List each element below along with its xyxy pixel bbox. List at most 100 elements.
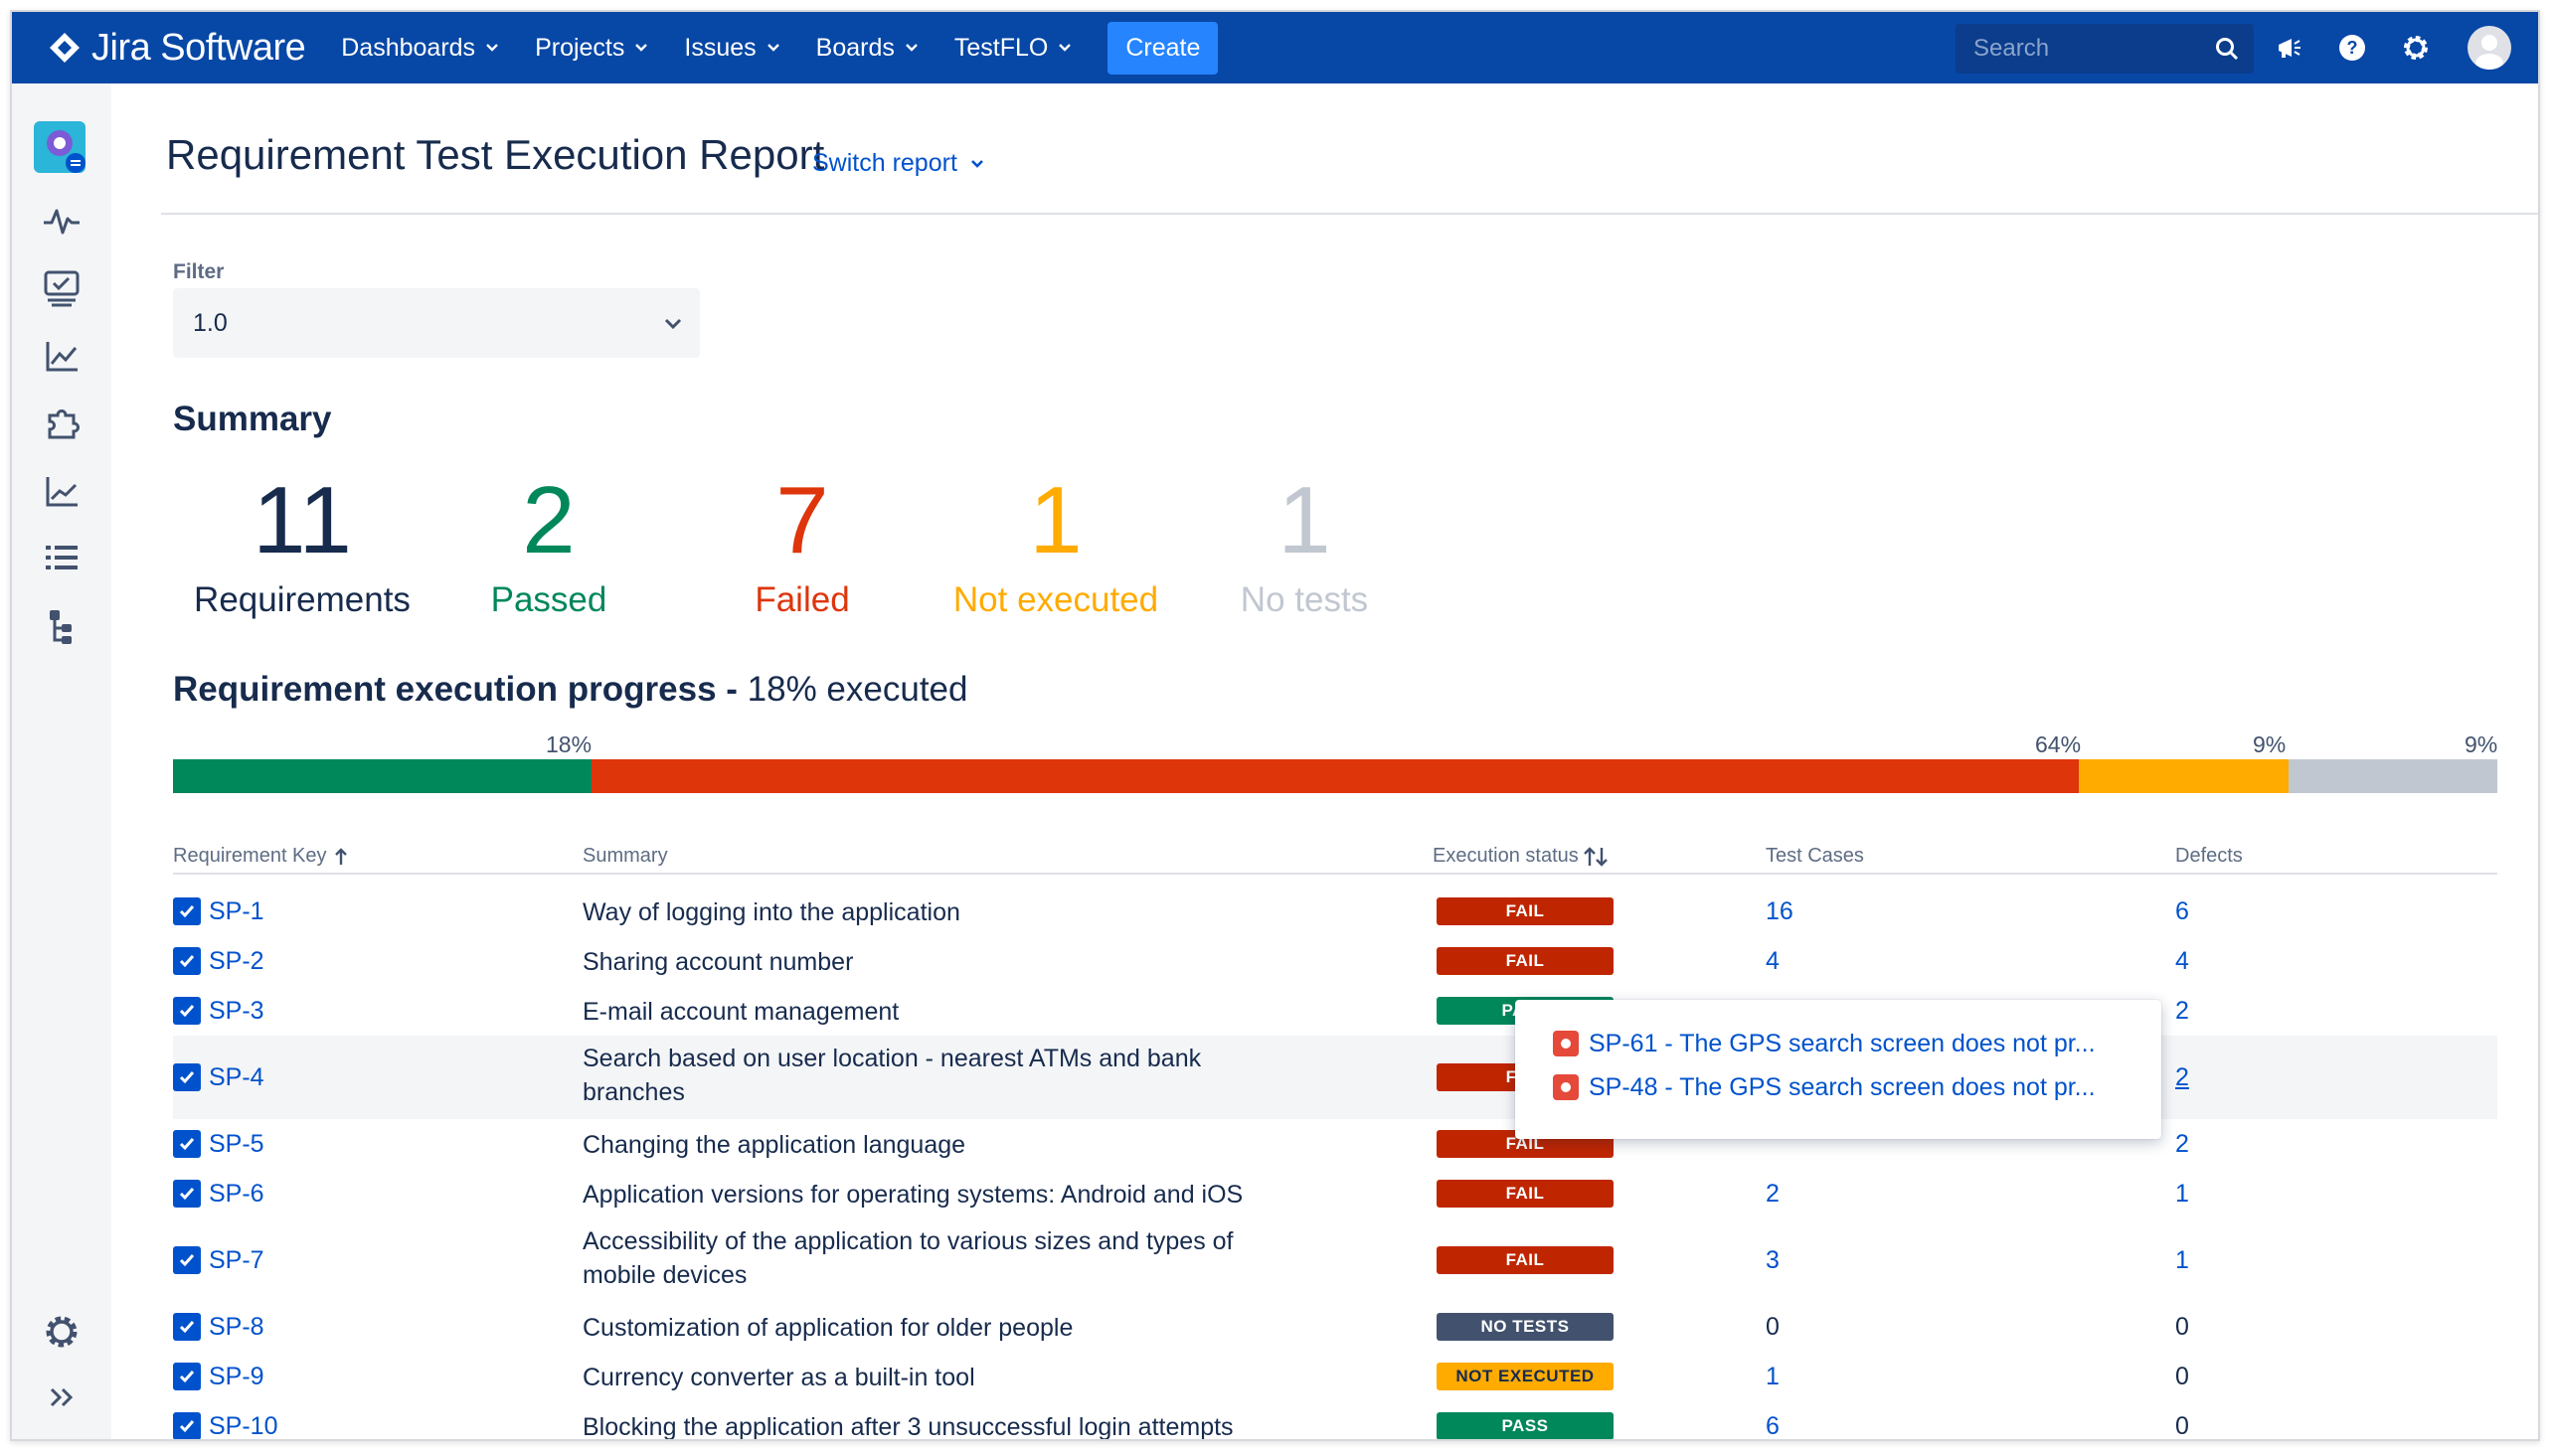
header-test-cases[interactable]: Test Cases [1766, 845, 1864, 867]
stat-passed-value: 2 [522, 467, 576, 573]
table-row[interactable]: SP-9 Currency converter as a built-in too… [173, 1352, 2497, 1401]
expand-sidebar-icon[interactable] [40, 1375, 84, 1419]
progress-title-text: Requirement execution progress [173, 670, 717, 709]
test-cases-count: 0 [1766, 1312, 1780, 1341]
checkbox-icon[interactable] [173, 947, 201, 975]
table-row[interactable]: SP-2 Sharing account number FAIL 4 4 [173, 936, 2497, 986]
user-avatar[interactable] [2468, 26, 2511, 70]
progress-segment [2079, 759, 2289, 793]
settings-gear-icon[interactable] [2400, 32, 2432, 64]
header-summary[interactable]: Summary [583, 845, 668, 867]
puzzle-addon-icon[interactable] [40, 402, 84, 445]
test-cases-count[interactable]: 16 [1766, 896, 1793, 925]
nav-testflo[interactable]: TestFLO [954, 34, 1072, 63]
table-row[interactable]: SP-6 Application versions for operating s… [173, 1169, 2497, 1218]
header-execution-status[interactable]: Execution status [1433, 845, 1609, 868]
defects-count[interactable]: 1 [2175, 1179, 2189, 1208]
svg-text:?: ? [2347, 38, 2358, 58]
requirement-key-link[interactable]: SP-6 [209, 1179, 264, 1208]
create-button[interactable]: Create [1107, 21, 1219, 75]
status-badge: FAIL [1437, 897, 1614, 925]
requirement-key-link[interactable]: SP-2 [209, 946, 264, 975]
requirement-key-link[interactable]: SP-5 [209, 1129, 264, 1158]
summary-text-continued: mobile devices [583, 1261, 748, 1289]
trend-chart-icon[interactable] [40, 469, 84, 513]
checkbox-icon[interactable] [173, 1130, 201, 1158]
bug-icon [1553, 1031, 1579, 1056]
progress-failed-pct: 64% [2035, 731, 2082, 757]
megaphone-icon[interactable] [2274, 32, 2305, 64]
defects-count[interactable]: 1 [2175, 1245, 2189, 1274]
header-defects[interactable]: Defects [2175, 845, 2243, 867]
header-requirement-key[interactable]: Requirement Key [173, 845, 349, 868]
jira-logo[interactable]: Jira Software [48, 27, 306, 70]
test-cases-count[interactable]: 4 [1766, 946, 1780, 975]
test-cases-count[interactable]: 3 [1766, 1245, 1780, 1274]
checkbox-icon[interactable] [173, 897, 201, 925]
table-row[interactable]: SP-8 Customization of application for old… [173, 1302, 2497, 1352]
stat-not-executed-value: 1 [1029, 467, 1083, 573]
status-cell: PASS [1437, 1412, 1614, 1439]
defects-count[interactable]: 6 [2175, 896, 2189, 925]
chevron-down-icon [635, 44, 648, 52]
activity-pulse-icon[interactable] [40, 199, 84, 243]
stat-failed-value: 7 [775, 467, 829, 573]
requirement-key-link[interactable]: SP-7 [209, 1245, 264, 1274]
requirement-key-link[interactable]: SP-9 [209, 1362, 264, 1390]
defects-count[interactable]: 2 [2175, 1062, 2189, 1091]
requirement-key-link[interactable]: SP-10 [209, 1411, 278, 1440]
summary-text: Currency converter as a built-in tool [583, 1364, 975, 1391]
nav-projects-label: Projects [535, 33, 625, 62]
requirement-key-link[interactable]: SP-1 [209, 896, 264, 925]
reports-chart-icon[interactable] [40, 334, 84, 378]
checkbox-icon[interactable] [173, 1063, 201, 1091]
requirement-key-link[interactable]: SP-4 [209, 1062, 264, 1091]
hierarchy-tree-icon[interactable] [40, 604, 84, 648]
requirement-key-cell: SP-3 [173, 995, 264, 1027]
defect-link[interactable]: SP-61 - The GPS search screen does not p… [1553, 1022, 2161, 1065]
defects-count[interactable]: 4 [2175, 946, 2189, 975]
requirement-key-link[interactable]: SP-3 [209, 996, 264, 1025]
nav-boards[interactable]: Boards [816, 34, 919, 63]
requirement-key-cell: SP-2 [173, 945, 264, 977]
switch-report-button[interactable]: Switch report [812, 149, 985, 178]
stat-requirements-value: 11 [253, 467, 352, 573]
defect-link[interactable]: SP-48 - The GPS search screen does not p… [1553, 1065, 2161, 1109]
checkbox-icon[interactable] [173, 997, 201, 1025]
table-row[interactable]: SP-10 Blocking the application after 3 un… [173, 1401, 2497, 1441]
requirement-key-cell: SP-10 [173, 1410, 278, 1440]
checkbox-icon[interactable] [173, 1313, 201, 1341]
table-row[interactable]: SP-1 Way of logging into the application F… [173, 887, 2497, 936]
search-input[interactable]: Search [1956, 24, 2254, 74]
defects-count[interactable]: 2 [2175, 996, 2189, 1025]
table-row[interactable]: SP-7 Accessibility of the application to … [173, 1218, 2497, 1302]
summary-text: Blocking the application after 3 unsucce… [583, 1413, 1234, 1441]
requirement-key-cell: SP-6 [173, 1178, 264, 1210]
nav-issues[interactable]: Issues [684, 34, 779, 63]
search-icon [2216, 38, 2239, 61]
checkbox-icon[interactable] [173, 1412, 201, 1439]
sort-toggle-icon [1583, 846, 1608, 867]
summary-text: Sharing account number [583, 948, 854, 976]
nav-projects[interactable]: Projects [535, 34, 648, 63]
summary-text: E-mail account management [583, 998, 900, 1026]
test-cases-count[interactable]: 6 [1766, 1411, 1780, 1440]
numbered-list-icon[interactable] [40, 537, 84, 580]
settings-gear-icon[interactable] [40, 1310, 84, 1354]
status-cell: FAIL [1437, 897, 1614, 925]
test-cases-count[interactable]: 2 [1766, 1179, 1780, 1208]
checkbox-icon[interactable] [173, 1180, 201, 1208]
defects-count[interactable]: 2 [2175, 1129, 2189, 1158]
stat-no-tests-label: No tests [1240, 580, 1369, 619]
filter-select[interactable]: 1.0 [173, 288, 700, 358]
checkbox-icon[interactable] [173, 1363, 201, 1390]
test-cases-count[interactable]: 1 [1766, 1362, 1780, 1390]
nav-dashboards[interactable]: Dashboards [341, 34, 499, 63]
stat-requirements-label: Requirements [194, 580, 411, 619]
test-board-icon[interactable] [40, 266, 84, 310]
project-avatar-icon[interactable] [32, 119, 87, 175]
checkbox-icon[interactable] [173, 1246, 201, 1274]
help-icon[interactable]: ? [2336, 32, 2368, 64]
requirement-key-link[interactable]: SP-8 [209, 1312, 264, 1341]
defects-count: 0 [2175, 1312, 2189, 1341]
